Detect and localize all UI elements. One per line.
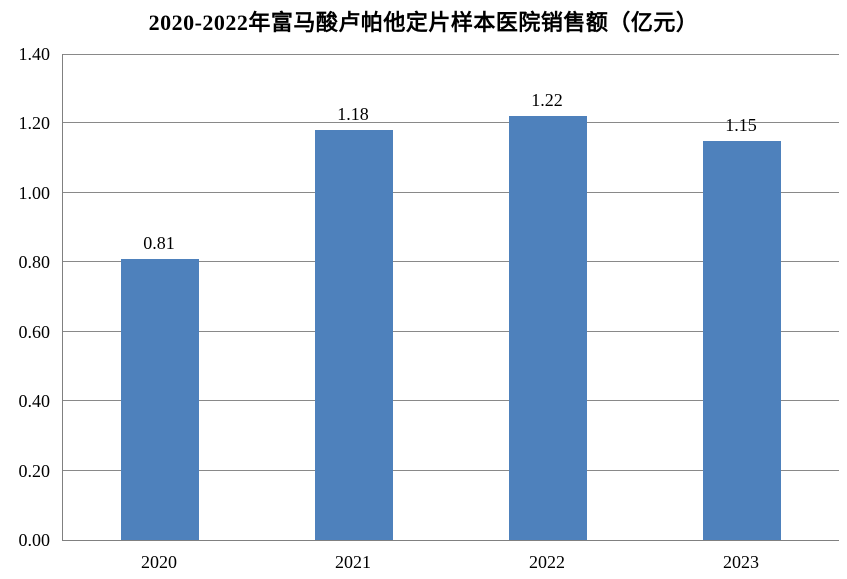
gridline bbox=[63, 469, 839, 471]
x-axis-tick-label: 2020 bbox=[141, 552, 177, 572]
y-axis-tick-label: 0.00 bbox=[18, 530, 51, 550]
gridline bbox=[63, 122, 839, 124]
gridline bbox=[63, 54, 839, 55]
x-axis-tick-label: 2021 bbox=[335, 552, 371, 572]
bar bbox=[121, 259, 199, 540]
plot-area bbox=[62, 54, 839, 541]
gridline bbox=[63, 330, 839, 332]
bar bbox=[509, 116, 587, 540]
y-axis-tick-label: 1.00 bbox=[18, 182, 51, 203]
y-axis-tick-label: 1.40 bbox=[18, 44, 51, 64]
bar-value-label: 1.22 bbox=[531, 90, 563, 110]
bar-value-label: 1.15 bbox=[725, 115, 757, 135]
gridline bbox=[63, 191, 839, 193]
chart-title: 2020-2022年富马酸卢帕他定片样本医院销售额（亿元） bbox=[148, 10, 699, 35]
x-axis-tick-label: 2022 bbox=[529, 552, 565, 572]
y-axis-tick-label: 0.60 bbox=[18, 321, 51, 342]
y-axis-tick-label: 0.20 bbox=[18, 460, 51, 481]
y-axis-tick-label: 0.40 bbox=[18, 391, 51, 412]
y-axis-tick-label: 1.20 bbox=[18, 113, 51, 134]
gridline bbox=[63, 261, 839, 263]
bar bbox=[703, 141, 781, 540]
y-axis-tick-label: 0.80 bbox=[18, 252, 51, 273]
bar-value-label: 1.18 bbox=[337, 104, 369, 124]
bar-value-label: 0.81 bbox=[143, 233, 175, 253]
gridline bbox=[63, 400, 839, 402]
bar bbox=[315, 130, 393, 540]
x-axis-tick-label: 2023 bbox=[723, 552, 759, 572]
